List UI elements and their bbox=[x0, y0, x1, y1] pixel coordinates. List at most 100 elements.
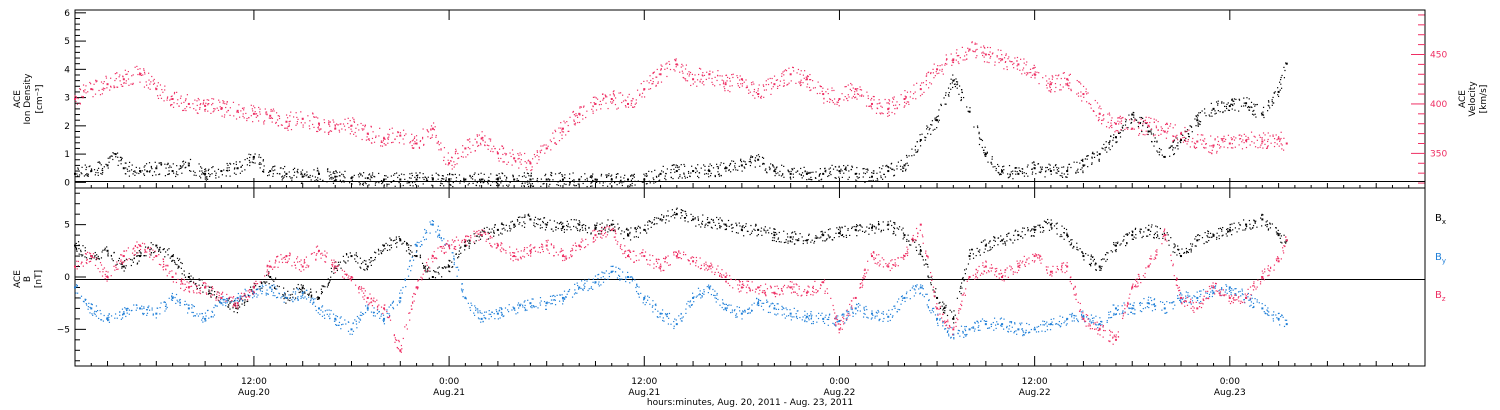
ion-density-sample bbox=[482, 182, 484, 184]
bx-sample bbox=[329, 280, 331, 282]
bx-sample bbox=[308, 293, 310, 295]
ion-density-sample bbox=[808, 171, 810, 174]
velocity-sample bbox=[974, 42, 976, 44]
velocity-sample bbox=[723, 82, 725, 84]
velocity-sample bbox=[736, 75, 738, 77]
velocity-point bbox=[984, 53, 987, 56]
ion-density-point bbox=[1277, 90, 1280, 93]
bx-sample bbox=[573, 219, 575, 221]
velocity-point bbox=[1196, 140, 1199, 143]
bx-sample bbox=[859, 224, 861, 226]
bx-sample bbox=[464, 240, 467, 243]
bx-sample bbox=[178, 258, 181, 260]
ion-density-sample bbox=[551, 172, 553, 174]
ion-density-sample bbox=[978, 137, 981, 139]
ion-density-sample bbox=[373, 175, 375, 178]
ion-density-sample bbox=[151, 168, 153, 170]
ion-density-sample bbox=[644, 175, 646, 177]
velocity-sample bbox=[799, 84, 802, 87]
bx-point bbox=[545, 223, 548, 226]
velocity-sample bbox=[1183, 136, 1185, 139]
ion-density-sample bbox=[1232, 104, 1234, 107]
ion-density-sample bbox=[729, 163, 731, 165]
ion-density-sample bbox=[459, 182, 461, 184]
velocity-sample bbox=[860, 89, 863, 91]
bx-sample bbox=[216, 295, 218, 298]
ion-density-sample bbox=[841, 170, 843, 172]
velocity-sample bbox=[493, 145, 495, 147]
velocity-sample bbox=[252, 121, 254, 123]
bx-sample bbox=[107, 255, 109, 257]
ion-density-sample bbox=[956, 87, 958, 89]
velocity-sample bbox=[826, 100, 828, 103]
ion-density-sample bbox=[416, 175, 418, 177]
bx-sample bbox=[96, 254, 98, 256]
ion-density-sample bbox=[674, 171, 676, 173]
velocity-sample bbox=[941, 68, 943, 70]
ion-density-sample bbox=[868, 180, 870, 182]
ion-density-sample bbox=[364, 177, 366, 179]
velocity-sample bbox=[405, 133, 407, 135]
bx-sample bbox=[563, 228, 566, 231]
velocity-sample bbox=[481, 131, 483, 133]
ion-density-sample bbox=[431, 184, 433, 186]
velocity-sample bbox=[453, 166, 455, 168]
ion-density-sample bbox=[1255, 104, 1257, 106]
bx-sample bbox=[364, 269, 366, 271]
velocity-sample bbox=[224, 114, 226, 116]
bx-sample bbox=[719, 227, 721, 229]
velocity-sample bbox=[1210, 135, 1212, 137]
ion-density-sample bbox=[565, 183, 567, 186]
ion-density-point bbox=[1066, 170, 1069, 173]
velocity-sample bbox=[819, 85, 822, 88]
bx-sample bbox=[84, 256, 86, 258]
bx-sample bbox=[723, 223, 725, 225]
ion-density-sample bbox=[652, 177, 654, 179]
velocity-point bbox=[171, 98, 174, 100]
ion-density-point bbox=[903, 164, 906, 167]
velocity-sample bbox=[867, 95, 869, 97]
bx-sample bbox=[680, 217, 682, 219]
ion-density-sample bbox=[550, 174, 552, 176]
ion-density-sample bbox=[931, 120, 934, 122]
bx-sample bbox=[1061, 235, 1063, 238]
velocity-sample bbox=[205, 102, 207, 104]
ion-density-sample bbox=[717, 167, 719, 170]
velocity-sample bbox=[467, 154, 469, 156]
ion-density-sample bbox=[125, 162, 127, 164]
ion-density-sample bbox=[893, 174, 896, 176]
velocity-sample bbox=[1101, 123, 1103, 125]
velocity-sample bbox=[765, 89, 767, 91]
velocity-sample bbox=[531, 169, 533, 171]
bx-sample bbox=[701, 220, 704, 222]
ion-density-sample bbox=[173, 172, 175, 174]
velocity-sample bbox=[721, 75, 723, 77]
velocity-sample bbox=[719, 75, 721, 77]
ion-density-sample bbox=[463, 179, 465, 182]
ion-density-sample bbox=[206, 178, 209, 180]
velocity-sample bbox=[831, 89, 833, 92]
ion-density-sample bbox=[425, 180, 427, 182]
ion-density-sample bbox=[351, 183, 353, 185]
velocity-sample bbox=[604, 96, 607, 98]
velocity-sample bbox=[952, 59, 954, 62]
ion-density-sample bbox=[369, 180, 372, 182]
ion-density-sample bbox=[940, 104, 942, 107]
bx-sample bbox=[836, 227, 838, 229]
velocity-sample bbox=[1042, 77, 1044, 79]
ion-density-sample bbox=[656, 176, 658, 178]
ion-density-sample bbox=[938, 109, 940, 111]
ion-density-sample bbox=[192, 170, 195, 172]
velocity-sample bbox=[595, 109, 598, 111]
bx-sample bbox=[449, 260, 451, 262]
velocity-sample bbox=[323, 119, 325, 121]
ion-density-sample bbox=[233, 172, 236, 174]
ion-density-sample bbox=[708, 165, 710, 167]
velocity-sample bbox=[1280, 143, 1282, 145]
velocity-sample bbox=[169, 99, 171, 101]
velocity-sample bbox=[635, 102, 637, 104]
ion-density-sample bbox=[250, 154, 252, 156]
ion-density-sample bbox=[990, 162, 992, 164]
ion-density-sample bbox=[1001, 169, 1003, 171]
velocity-sample bbox=[558, 140, 561, 142]
